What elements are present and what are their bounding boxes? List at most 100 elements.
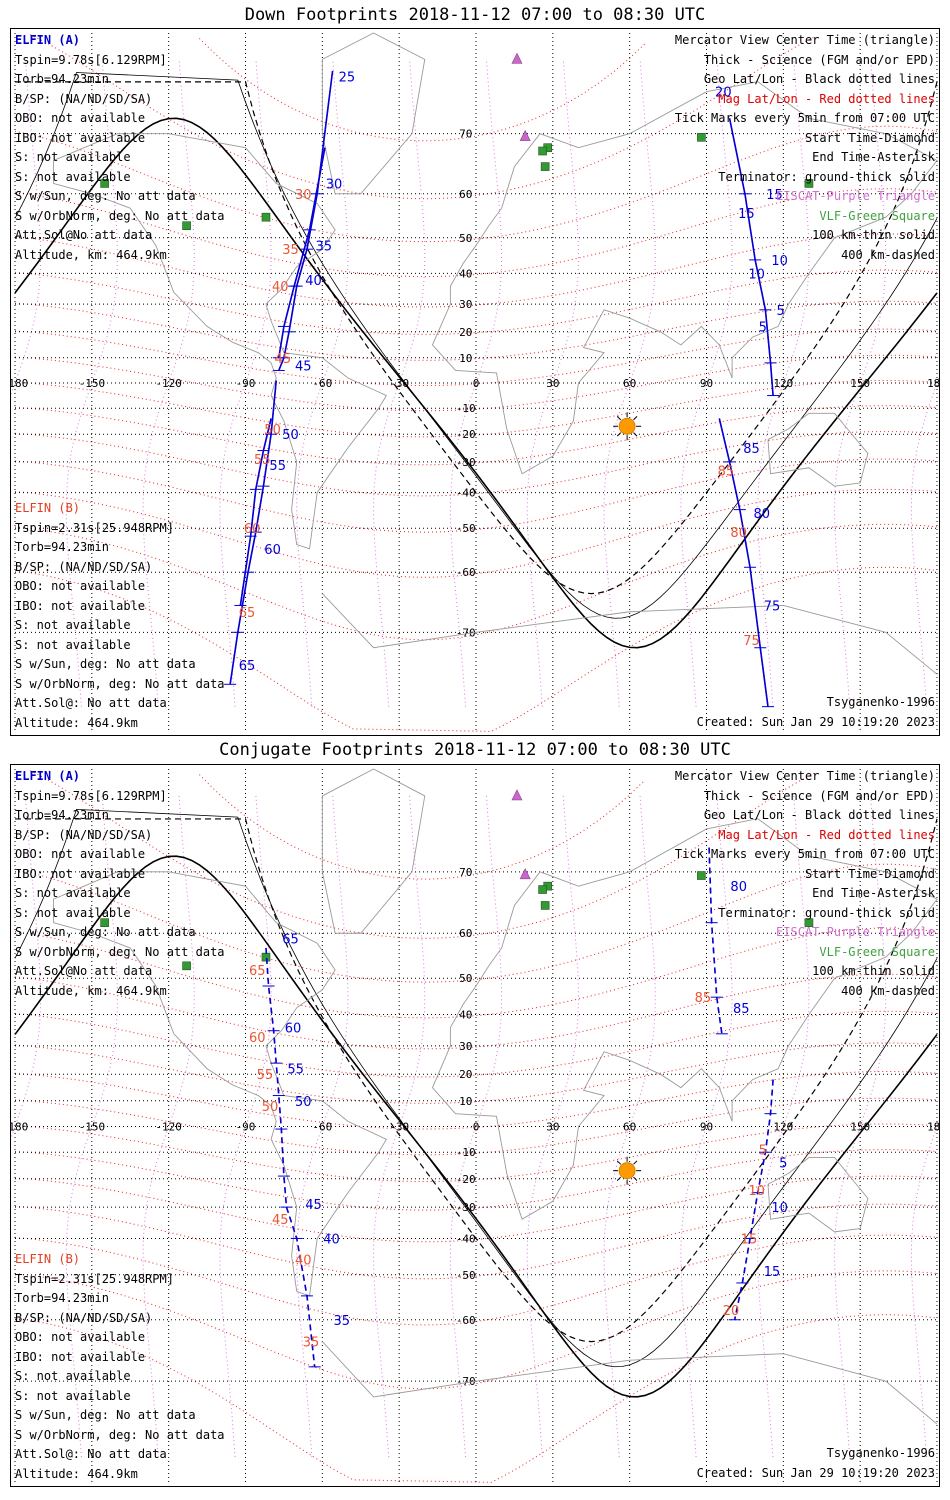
lon-tick-label: 60: [623, 1121, 636, 1134]
elfin-a-tick-label: 40: [323, 1232, 340, 1247]
vlf-square-icon: [697, 133, 706, 142]
elfin-b-tick-label: 30: [295, 188, 312, 203]
elfin-a-torb: Torb=94.23min: [15, 808, 109, 822]
elfin-a-tick-label: 60: [285, 1022, 302, 1037]
elfin-a-alt: Altitude, km: 464.9km: [15, 247, 167, 262]
mag-lon-line: [296, 59, 349, 707]
elfin-a-tick-label: 45: [305, 1198, 322, 1213]
mag-lat-line: [14, 1070, 938, 1130]
sun-ray: [633, 1160, 638, 1165]
elfin-a-name: ELFIN (A): [15, 33, 81, 47]
elfin-b-torb: Torb=94.23min: [15, 540, 109, 554]
lat-tick-label: 30: [459, 298, 472, 311]
elfin-b-s2: S: not available: [15, 637, 131, 652]
elfin-a-tick-label: 35: [333, 1314, 350, 1329]
created-label: Created: Sun Jan 29 10:19:20 2023: [696, 715, 935, 729]
coastline: [321, 768, 426, 934]
elfin-b-track: [733, 1079, 774, 1320]
legend-tick-marks: Tick Marks every 5min from 07:00 UTC: [674, 847, 935, 861]
lat-tick-label: -20: [456, 1173, 476, 1186]
elfin-a-s2: S: not available: [15, 169, 131, 184]
elfin-b-tick-label: 75: [743, 634, 760, 649]
elfin-b-info: ELFIN (B) Tspin=2.31s[25.948RPM] Torb=94…: [15, 499, 225, 733]
elfin-b-tick-label: 45: [272, 1213, 289, 1228]
legend-center-time: Mercator View Center Time (triangle): [674, 33, 935, 47]
lon-tick-label: -60: [312, 377, 332, 390]
lat-tick-label: 50: [459, 232, 472, 245]
lon-tick-label: -150: [79, 1121, 106, 1134]
elfin-a-tick-label: 80: [753, 507, 770, 522]
elfin-b-bsp: B/SP: (NA/ND/SD/SA): [15, 1310, 153, 1325]
lat-tick-label: 40: [459, 1009, 472, 1022]
elfin-a-sorb: S w/OrbNorm, deg: No att data: [15, 208, 225, 223]
legend-eiscat: EISCAT-Purple Triangle: [776, 925, 935, 939]
vlf-square-icon: [540, 901, 550, 910]
elfin-b-info-conj: ELFIN (B) Tspin=2.31s[25.948RPM] Torb=94…: [15, 1250, 225, 1484]
elfin-b-tick-label: 5: [759, 1144, 767, 1159]
elfin-b-tick-label: 80: [730, 526, 747, 541]
mag-lon-line: [757, 59, 810, 707]
elfin-a-tick-label: 35: [316, 239, 333, 254]
lat-tick-label: -10: [456, 1146, 476, 1159]
lon-tick-label: -180: [11, 377, 28, 390]
vlf-square-icon: [540, 162, 550, 171]
legend-center-time: Mercator View Center Time (triangle): [674, 769, 935, 783]
sun-ray: [633, 432, 638, 437]
elfin-b-tick-label: 50: [262, 1100, 279, 1115]
legend-geo-grid: Geo Lat/Lon - Black dotted lines: [703, 808, 935, 822]
legend-conj: Mercator View Center Time (triangle) Thi…: [675, 767, 935, 1001]
lat-tick-label: 20: [459, 326, 472, 339]
elfin-b-tick-label: 35: [303, 1336, 320, 1351]
elfin-a-tick-label: 15: [738, 207, 755, 222]
legend-eiscat: EISCAT-Purple Triangle: [776, 189, 935, 203]
elfin-a-tick-label: 55: [287, 1063, 304, 1078]
elfin-b-alt: Altitude: 464.9km: [15, 1466, 138, 1481]
elfin-a-tick-label: 60: [264, 543, 281, 558]
elfin-b-sorb: S w/OrbNorm, deg: No att data: [15, 1427, 225, 1442]
elfin-a-track: [708, 847, 723, 1034]
lon-tick-label: 180: [927, 1121, 940, 1134]
elfin-a-obo: OBO: not available: [15, 111, 146, 125]
vlf-square-icon: [538, 885, 547, 894]
lon-tick-label: 120: [773, 1121, 793, 1134]
elfin-b-bsp: B/SP: (NA/ND/SD/SA): [15, 559, 153, 574]
mag-lon-line: [526, 59, 579, 707]
lon-tick-label: 0: [473, 1121, 480, 1134]
lon-tick-label: 120: [773, 377, 793, 390]
legend-start-time: Start Time-Diamond: [804, 866, 935, 881]
lon-tick-label: 150: [850, 377, 870, 390]
elfin-a-tick-label: 50: [295, 1095, 312, 1110]
coastline: [321, 32, 426, 195]
lat-tick-label: -50: [456, 522, 476, 535]
lat-tick-label: 50: [459, 972, 472, 985]
elfin-a-tick-label: 10: [771, 1201, 788, 1216]
elfin-b-tick-label: 15: [741, 1232, 758, 1247]
elfin-a-torb: Torb=94.23min: [15, 72, 109, 86]
sun-icon: [618, 417, 636, 435]
elfin-a-bsp: B/SP: (NA/ND/SD/SA): [15, 91, 153, 106]
lon-tick-label: -150: [79, 377, 106, 390]
terminator-100km-line: [14, 72, 938, 619]
mag-lat-line: [14, 269, 938, 335]
elfin-a-tick-label: 85: [733, 1002, 750, 1017]
elfin-b-tspin: Tspin=2.31s[25.948RPM]: [15, 1271, 174, 1286]
elfin-a-ssun: S w/Sun, deg: No att data: [15, 925, 196, 939]
down-map: -180 -150 -120 -90 -60 -30 0 30 60 90 120 150 180 70 6…: [11, 32, 939, 733]
terminator-400km-line: [15, 81, 938, 595]
sun-ray: [616, 1160, 622, 1165]
lon-tick-label: 150: [850, 1121, 870, 1134]
model-label: Tsyganenko-1996: [826, 695, 935, 709]
elfin-b-obo: OBO: not available: [15, 1330, 146, 1344]
elfin-b-name: ELFIN (B): [15, 501, 81, 515]
elfin-a-track: [718, 418, 769, 707]
legend-vlf: VLF-Green Square: [819, 944, 935, 959]
created-label: Created: Sun Jan 29 10:19:20 2023: [696, 1466, 935, 1480]
elfin-b-tick-label: 85: [718, 465, 735, 480]
mag-lat-line: [14, 405, 938, 466]
legend-tick-marks: Tick Marks every 5min from 07:00 UTC: [674, 111, 935, 125]
lat-tick-label: 60: [459, 188, 472, 201]
elfin-a-tick-label: 10: [771, 254, 788, 269]
elfin-a-tick-label: 25: [339, 70, 356, 85]
elfin-a-tick-label: 85: [743, 442, 760, 457]
mag-lon-line: [11, 59, 42, 396]
